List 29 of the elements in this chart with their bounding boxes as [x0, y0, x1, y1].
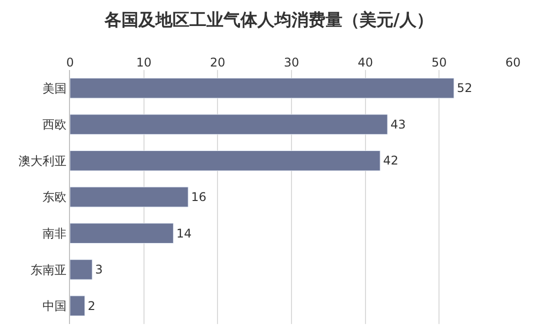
x-tick-label: 0: [66, 56, 74, 70]
y-tick-label: 美国: [42, 81, 67, 96]
x-tick-label: 10: [136, 56, 152, 70]
bar: [70, 150, 380, 171]
x-tick-label: 30: [284, 56, 300, 70]
y-tick-label: 东南亚: [30, 262, 67, 277]
bar: [70, 114, 388, 135]
data-label: 14: [176, 226, 192, 240]
bar: [70, 78, 454, 98]
bar: [70, 223, 174, 244]
x-tick-label: 50: [432, 56, 447, 70]
data-label: 16: [191, 190, 206, 204]
bar: [70, 259, 92, 280]
data-label: 3: [95, 262, 103, 277]
data-label: 52: [456, 81, 472, 96]
y-tick-label: 南非: [42, 226, 67, 240]
y-tick-label: 中国: [42, 299, 67, 314]
x-tick-label: 60: [505, 56, 521, 70]
y-tick-label: 澳大利亚: [18, 154, 67, 168]
y-tick-label: 西欧: [42, 118, 67, 132]
data-label: 42: [383, 154, 398, 168]
data-label: 43: [390, 117, 406, 132]
data-label: 2: [88, 298, 96, 313]
y-tick-label: 东欧: [42, 190, 67, 204]
x-tick-label: 20: [210, 56, 226, 70]
bar: [70, 296, 86, 316]
x-tick-label: 40: [358, 56, 373, 70]
bar: [70, 186, 188, 208]
chart-title: 各国及地区工业气体人均消费量（美元/人）: [103, 10, 434, 30]
